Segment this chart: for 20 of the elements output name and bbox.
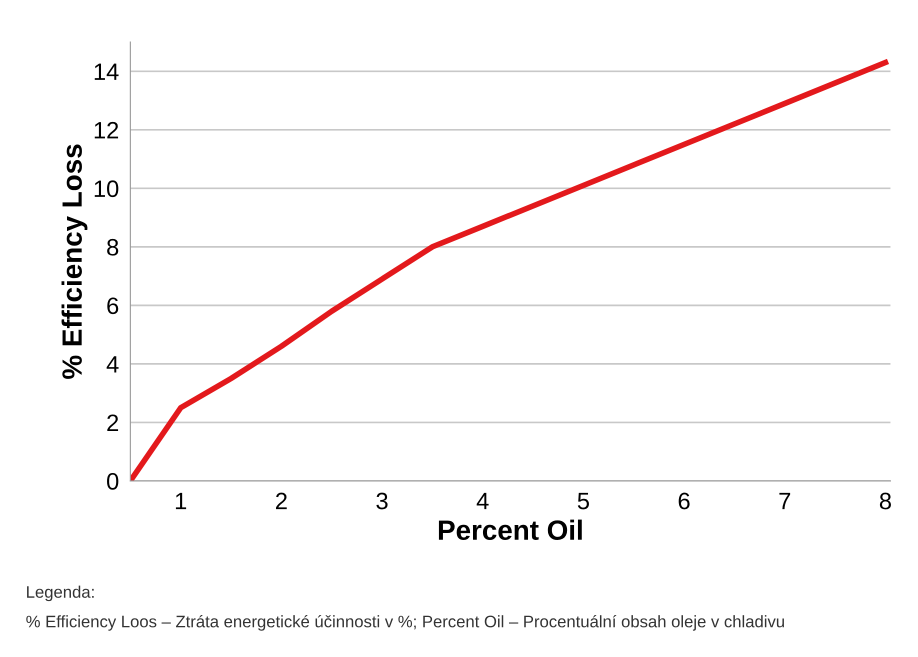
x-tick-label: 1 (176, 492, 186, 510)
text: Legenda: (27, 586, 94, 602)
x-tick-label: 2 (276, 492, 287, 510)
y-tick-label: 10 (94, 180, 118, 198)
y-tick-label: 4 (106, 356, 119, 372)
x-tick-label: 6 (678, 492, 690, 510)
text: % Efficiency Loos – Ztráta energetické účinnosti v %; Percent Oil – Procentuální obsah oleje v chladivu (26, 614, 784, 631)
x-tick-label: 5 (578, 492, 589, 510)
x-tick-label: 7 (779, 492, 790, 510)
x-axis-title: Percent Oil (438, 520, 582, 540)
y-tick-label: 14 (94, 64, 119, 80)
y-axis-title: % Efficiency Loss (62, 144, 88, 379)
x-tick-label: 3 (376, 492, 388, 510)
y-tick-label: 0 (107, 472, 118, 490)
y-tick-label: 6 (107, 297, 118, 314)
y-tick-label: 8 (107, 238, 118, 256)
x-tick-label: 8 (880, 492, 891, 510)
y-tick-label: 12 (94, 122, 118, 138)
x-tick-label: 4 (476, 492, 489, 510)
y-tick-label: 2 (107, 414, 118, 431)
